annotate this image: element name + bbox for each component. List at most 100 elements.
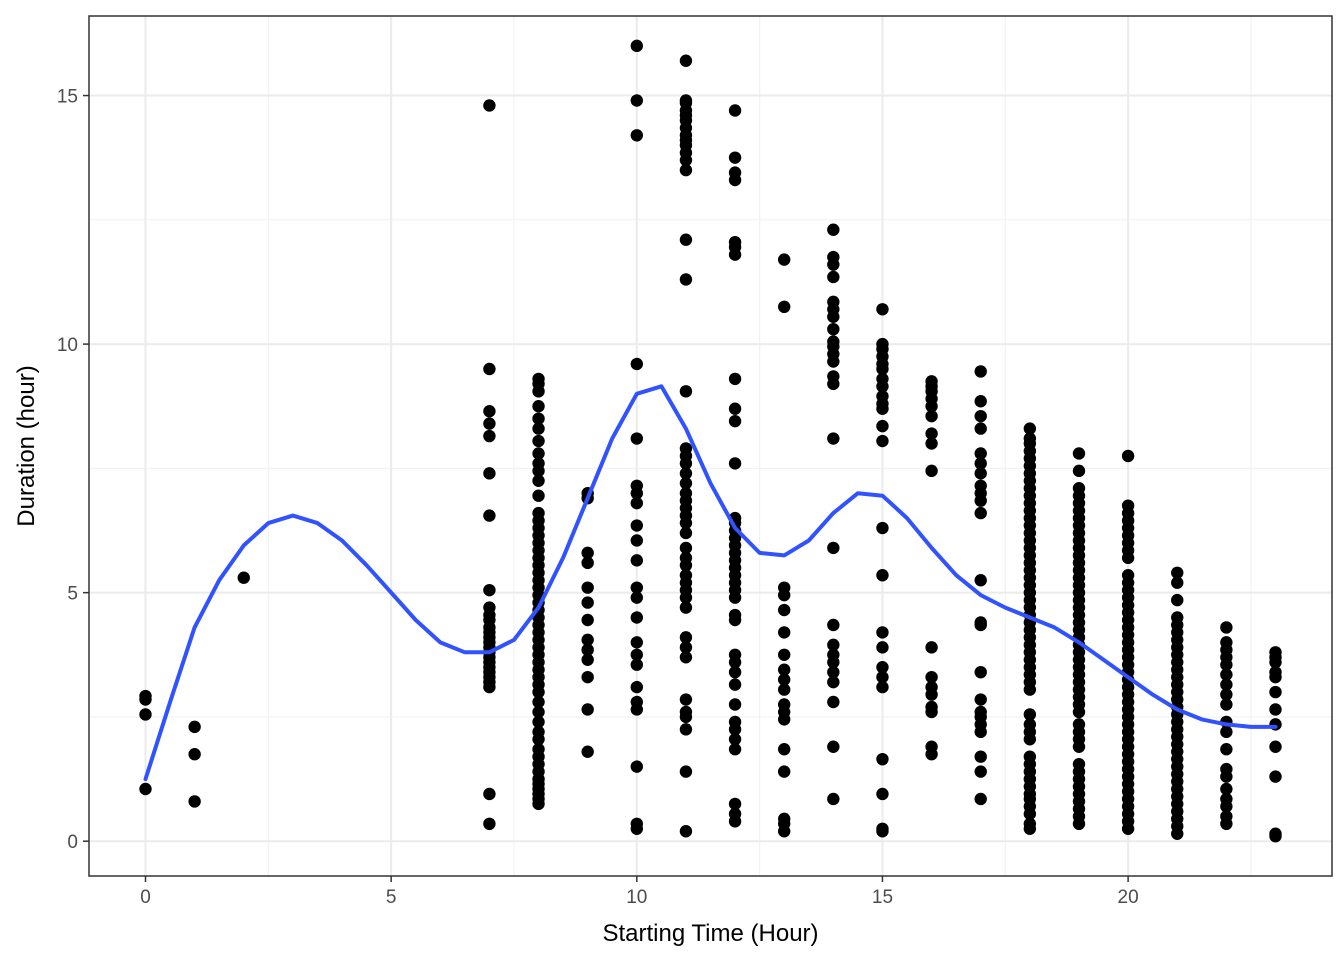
data-point	[876, 787, 889, 801]
data-point	[1269, 740, 1282, 753]
data-point	[974, 705, 987, 719]
data-point	[827, 541, 840, 555]
data-point	[1023, 817, 1037, 831]
data-point	[827, 675, 840, 689]
data-point	[483, 417, 496, 430]
x-tick-label: 5	[386, 887, 397, 908]
smooth-line	[143, 384, 1278, 782]
data-point	[1072, 464, 1086, 478]
data-point	[188, 748, 201, 761]
data-point	[777, 603, 791, 617]
data-point	[728, 608, 742, 622]
data-point	[777, 663, 791, 676]
data-point	[777, 626, 791, 639]
data-point	[974, 574, 987, 587]
data-point	[728, 402, 742, 415]
data-point	[532, 400, 545, 413]
data-point	[728, 715, 742, 729]
data-point	[532, 715, 545, 729]
data-point	[777, 673, 791, 686]
data-point	[1023, 718, 1037, 731]
data-point	[1220, 725, 1233, 739]
data-point	[728, 678, 742, 691]
data-point	[483, 787, 496, 801]
data-point	[925, 427, 938, 440]
data-point	[1269, 685, 1282, 699]
data-point	[777, 300, 791, 314]
data-point	[581, 596, 594, 609]
data-point	[876, 434, 889, 448]
axis-ticks: 0 5 10 15 20 0 5 10 15	[57, 87, 1139, 908]
data-point	[974, 506, 987, 520]
data-point	[1121, 449, 1135, 463]
data-point	[188, 720, 201, 734]
data-point	[630, 129, 644, 142]
data-point	[630, 636, 644, 649]
data-point	[876, 626, 889, 639]
data-point	[728, 743, 742, 756]
data-point	[1220, 688, 1233, 701]
data-point	[679, 825, 693, 838]
data-point	[827, 370, 840, 383]
data-point	[827, 250, 840, 264]
data-point	[925, 670, 938, 684]
y-tick-label: 5	[67, 584, 78, 605]
data-point	[679, 467, 693, 480]
data-point	[876, 641, 889, 654]
data-point	[630, 94, 644, 107]
data-point	[237, 571, 250, 584]
data-point	[1072, 447, 1086, 460]
data-point	[876, 372, 889, 386]
data-point	[532, 506, 545, 520]
data-point	[974, 395, 987, 408]
data-point	[925, 680, 938, 694]
data-point	[827, 618, 840, 632]
data-point	[139, 782, 152, 796]
smooth-trend	[143, 384, 1278, 782]
data-point	[925, 700, 938, 714]
data-point	[1220, 668, 1233, 681]
data-point	[630, 760, 644, 773]
data-point	[630, 611, 644, 624]
data-point	[777, 698, 791, 711]
data-point	[188, 795, 201, 808]
data-point	[876, 337, 889, 351]
data-point	[630, 554, 644, 567]
data-point	[679, 541, 693, 555]
data-point	[679, 705, 693, 719]
data-point	[1269, 646, 1282, 659]
data-point	[728, 733, 742, 746]
data-point	[974, 616, 987, 629]
data-point	[532, 474, 545, 487]
data-point	[1269, 827, 1282, 840]
x-axis-title: Starting Time (Hour)	[602, 920, 818, 947]
data-point	[630, 648, 644, 661]
data-point	[483, 467, 496, 480]
data-point	[1023, 432, 1037, 445]
data-point	[777, 765, 791, 778]
data-point	[483, 583, 496, 597]
data-point	[679, 723, 693, 736]
data-point	[1220, 621, 1233, 634]
data-point	[630, 432, 644, 445]
data-point	[827, 792, 840, 806]
data-point	[827, 638, 840, 652]
data-point	[679, 601, 693, 614]
data-point	[925, 464, 938, 478]
data-point	[974, 457, 987, 470]
data-point	[1220, 678, 1233, 691]
data-point	[925, 740, 938, 753]
data-point	[827, 740, 840, 753]
data-point	[532, 705, 545, 719]
data-point	[777, 812, 791, 826]
data-point	[974, 409, 987, 423]
data-point	[876, 661, 889, 674]
data-point	[876, 390, 889, 403]
data-point	[974, 665, 987, 679]
data-point	[827, 223, 840, 236]
data-point	[1121, 499, 1135, 512]
data-point	[925, 409, 938, 423]
data-point	[532, 489, 545, 502]
